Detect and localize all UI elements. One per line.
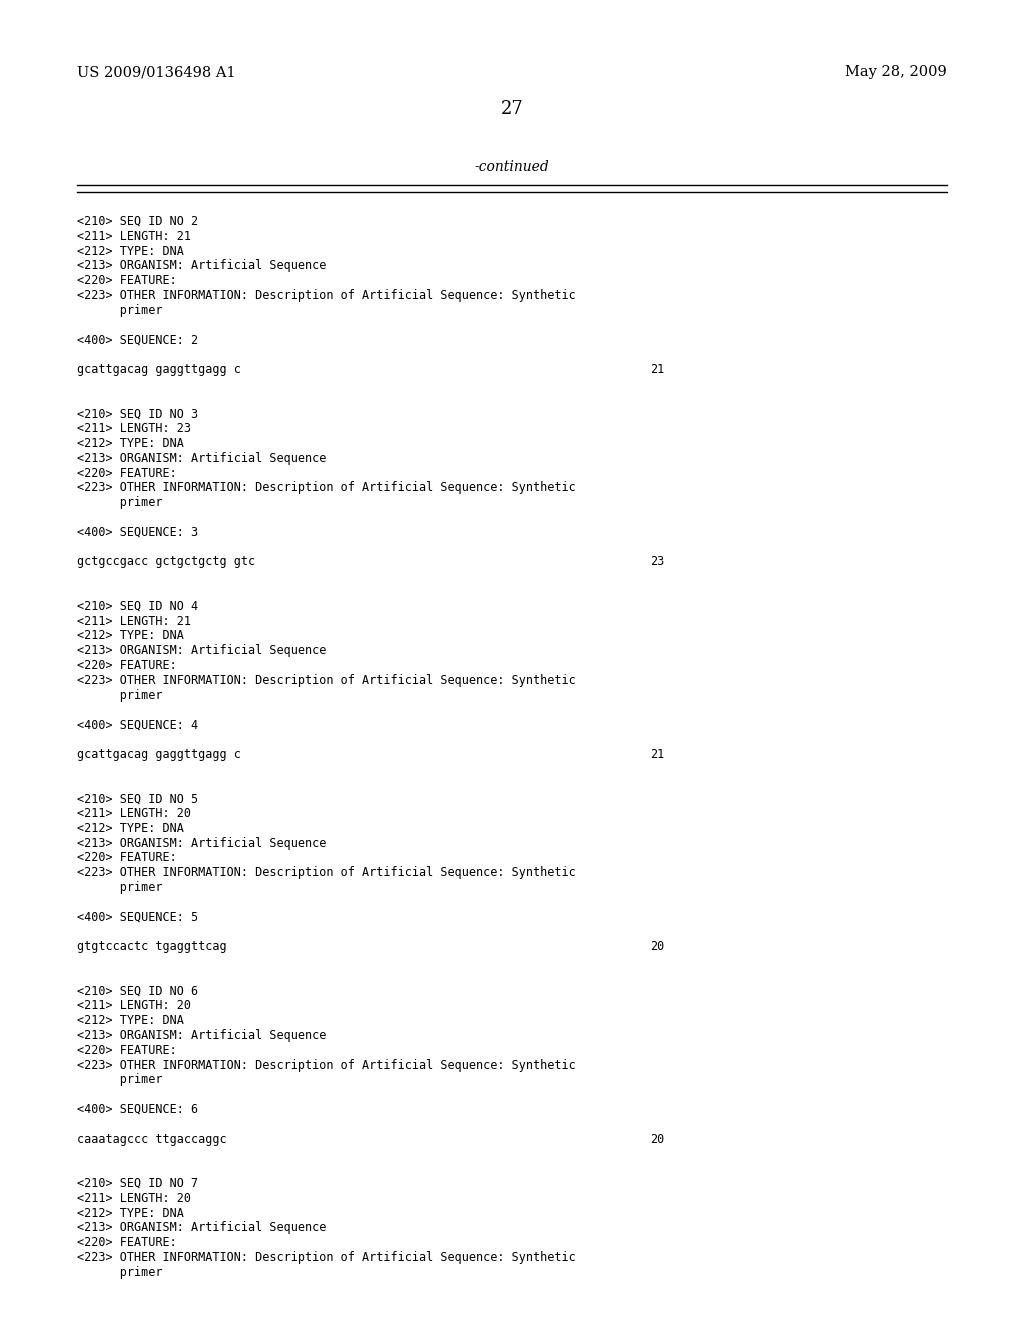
Text: <220> FEATURE:: <220> FEATURE:: [77, 1237, 176, 1249]
Text: primer: primer: [77, 496, 162, 510]
Text: <211> LENGTH: 23: <211> LENGTH: 23: [77, 422, 190, 436]
Text: <213> ORGANISM: Artificial Sequence: <213> ORGANISM: Artificial Sequence: [77, 451, 327, 465]
Text: <213> ORGANISM: Artificial Sequence: <213> ORGANISM: Artificial Sequence: [77, 644, 327, 657]
Text: <223> OTHER INFORMATION: Description of Artificial Sequence: Synthetic: <223> OTHER INFORMATION: Description of …: [77, 866, 575, 879]
Text: May 28, 2009: May 28, 2009: [846, 65, 947, 79]
Text: <400> SEQUENCE: 5: <400> SEQUENCE: 5: [77, 911, 198, 924]
Text: 20: 20: [650, 940, 665, 953]
Text: <210> SEQ ID NO 5: <210> SEQ ID NO 5: [77, 792, 198, 805]
Text: gtgtccactc tgaggttcag: gtgtccactc tgaggttcag: [77, 940, 226, 953]
Text: <210> SEQ ID NO 2: <210> SEQ ID NO 2: [77, 215, 198, 228]
Text: gcattgacag gaggttgagg c: gcattgacag gaggttgagg c: [77, 363, 241, 376]
Text: <223> OTHER INFORMATION: Description of Artificial Sequence: Synthetic: <223> OTHER INFORMATION: Description of …: [77, 289, 575, 302]
Text: 23: 23: [650, 556, 665, 569]
Text: <210> SEQ ID NO 6: <210> SEQ ID NO 6: [77, 985, 198, 998]
Text: 20: 20: [650, 1133, 665, 1146]
Text: <220> FEATURE:: <220> FEATURE:: [77, 1044, 176, 1057]
Text: <212> TYPE: DNA: <212> TYPE: DNA: [77, 244, 183, 257]
Text: <210> SEQ ID NO 4: <210> SEQ ID NO 4: [77, 599, 198, 612]
Text: <212> TYPE: DNA: <212> TYPE: DNA: [77, 822, 183, 834]
Text: <400> SEQUENCE: 3: <400> SEQUENCE: 3: [77, 525, 198, 539]
Text: <223> OTHER INFORMATION: Description of Artificial Sequence: Synthetic: <223> OTHER INFORMATION: Description of …: [77, 1059, 575, 1072]
Text: <223> OTHER INFORMATION: Description of Artificial Sequence: Synthetic: <223> OTHER INFORMATION: Description of …: [77, 482, 575, 495]
Text: primer: primer: [77, 1266, 162, 1279]
Text: 21: 21: [650, 363, 665, 376]
Text: <211> LENGTH: 20: <211> LENGTH: 20: [77, 807, 190, 820]
Text: <210> SEQ ID NO 7: <210> SEQ ID NO 7: [77, 1177, 198, 1191]
Text: <211> LENGTH: 21: <211> LENGTH: 21: [77, 615, 190, 627]
Text: <211> LENGTH: 20: <211> LENGTH: 20: [77, 1192, 190, 1205]
Text: <213> ORGANISM: Artificial Sequence: <213> ORGANISM: Artificial Sequence: [77, 260, 327, 272]
Text: <213> ORGANISM: Artificial Sequence: <213> ORGANISM: Artificial Sequence: [77, 837, 327, 850]
Text: gctgccgacc gctgctgctg gtc: gctgccgacc gctgctgctg gtc: [77, 556, 255, 569]
Text: <400> SEQUENCE: 4: <400> SEQUENCE: 4: [77, 718, 198, 731]
Text: <400> SEQUENCE: 6: <400> SEQUENCE: 6: [77, 1104, 198, 1115]
Text: caaatagccc ttgaccaggc: caaatagccc ttgaccaggc: [77, 1133, 226, 1146]
Text: <212> TYPE: DNA: <212> TYPE: DNA: [77, 1206, 183, 1220]
Text: <223> OTHER INFORMATION: Description of Artificial Sequence: Synthetic: <223> OTHER INFORMATION: Description of …: [77, 673, 575, 686]
Text: <211> LENGTH: 21: <211> LENGTH: 21: [77, 230, 190, 243]
Text: <220> FEATURE:: <220> FEATURE:: [77, 659, 176, 672]
Text: <212> TYPE: DNA: <212> TYPE: DNA: [77, 630, 183, 643]
Text: US 2009/0136498 A1: US 2009/0136498 A1: [77, 65, 236, 79]
Text: <220> FEATURE:: <220> FEATURE:: [77, 466, 176, 479]
Text: <212> TYPE: DNA: <212> TYPE: DNA: [77, 437, 183, 450]
Text: <400> SEQUENCE: 2: <400> SEQUENCE: 2: [77, 334, 198, 346]
Text: <213> ORGANISM: Artificial Sequence: <213> ORGANISM: Artificial Sequence: [77, 1030, 327, 1041]
Text: -continued: -continued: [475, 160, 549, 174]
Text: 21: 21: [650, 748, 665, 760]
Text: <220> FEATURE:: <220> FEATURE:: [77, 275, 176, 288]
Text: 27: 27: [501, 100, 523, 117]
Text: <220> FEATURE:: <220> FEATURE:: [77, 851, 176, 865]
Text: <213> ORGANISM: Artificial Sequence: <213> ORGANISM: Artificial Sequence: [77, 1221, 327, 1234]
Text: <223> OTHER INFORMATION: Description of Artificial Sequence: Synthetic: <223> OTHER INFORMATION: Description of …: [77, 1251, 575, 1265]
Text: primer: primer: [77, 1073, 162, 1086]
Text: <212> TYPE: DNA: <212> TYPE: DNA: [77, 1014, 183, 1027]
Text: primer: primer: [77, 689, 162, 702]
Text: <210> SEQ ID NO 3: <210> SEQ ID NO 3: [77, 408, 198, 420]
Text: <211> LENGTH: 20: <211> LENGTH: 20: [77, 999, 190, 1012]
Text: primer: primer: [77, 304, 162, 317]
Text: primer: primer: [77, 880, 162, 894]
Text: gcattgacag gaggttgagg c: gcattgacag gaggttgagg c: [77, 748, 241, 760]
